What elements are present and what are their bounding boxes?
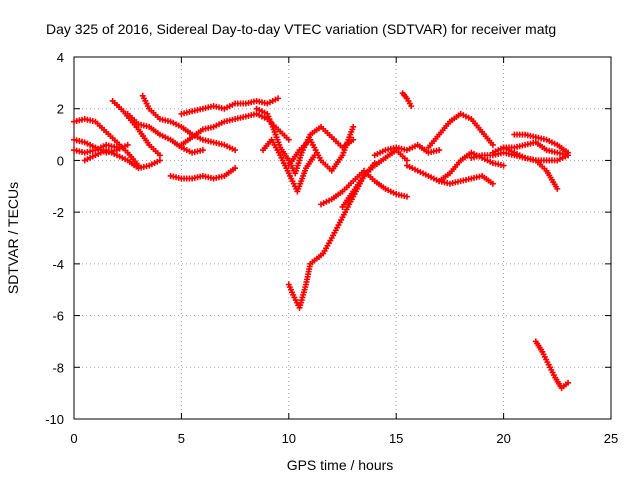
y-tick-label: -6 [52,309,64,324]
data-point [408,103,415,110]
data-point [403,193,410,200]
y-tick-label: -8 [52,360,64,375]
data-points [71,90,572,391]
y-tick-label: -2 [52,205,64,220]
data-point [156,152,163,159]
x-tick-label: 25 [604,431,618,446]
x-axis-label: GPS time / hours [287,457,394,473]
series-arc9 [178,95,282,117]
data-point [436,147,443,154]
series-arc5 [124,110,206,156]
data-point [565,149,572,156]
x-tick-label: 5 [178,431,185,446]
data-point [489,180,496,187]
series-arc10 [178,110,292,148]
y-tick-label: -10 [45,412,64,427]
y-axis-label: SDTVAR / TECUs [5,182,21,294]
series-arc4 [109,97,163,159]
data-point [350,123,357,130]
axis-ticks: 0 5 10 15 20 25 -10 -8 -6 -4 -2 0 2 4 [45,50,618,446]
series-arc19 [403,162,496,187]
data-point [403,157,410,164]
series-arc6 [139,92,239,154]
data-point [199,147,206,154]
series-arc3 [71,141,120,156]
series-arc7 [81,147,163,172]
series-arc13 [285,123,357,174]
data-point [232,147,239,154]
x-tick-label: 10 [282,431,296,446]
data-point [275,95,282,102]
x-tick-label: 20 [496,431,510,446]
series-arc20 [425,110,496,151]
data-point [113,144,120,151]
series-arc18 [399,90,415,110]
data-point [489,141,496,148]
x-tick-label: 15 [389,431,403,446]
data-point [156,157,163,164]
chart-title: Day 325 of 2016, Sidereal Day-to-day VTE… [46,21,556,37]
x-tick-label: 0 [70,431,77,446]
series-arc16 [339,147,410,210]
series-arc14 [285,160,378,311]
series-arc8 [167,165,239,182]
y-tick-label: 2 [57,102,64,117]
y-tick-label: 4 [57,50,64,65]
y-tick-label: 0 [57,153,64,168]
data-point [124,141,131,148]
series-arc25 [511,131,572,156]
grid [74,57,611,419]
plot-frame [73,56,612,420]
y-tick-label: -4 [52,257,64,272]
series-arc26 [532,338,572,391]
data-point [285,136,292,143]
data-point [232,165,239,172]
series-arc12 [260,136,318,195]
data-point [554,185,561,192]
series-arc17 [371,141,443,159]
data-point [500,162,507,169]
data-point [565,379,572,386]
